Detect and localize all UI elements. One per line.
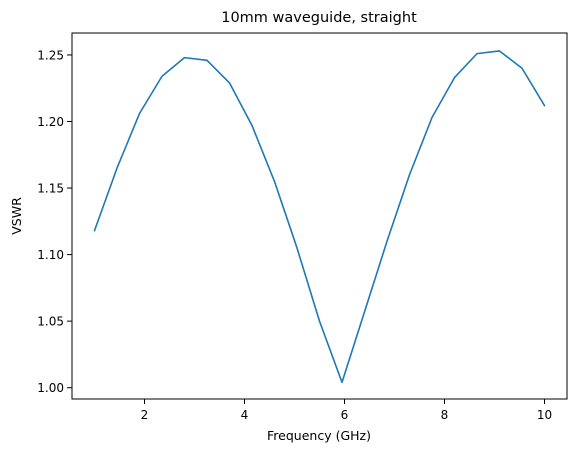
y-tick-label: 1.15: [37, 182, 64, 196]
x-tick-label: 10: [537, 408, 552, 422]
data-point: [318, 320, 321, 322]
data-point: [363, 311, 366, 313]
data-point: [543, 104, 546, 107]
data-point: [183, 57, 186, 59]
data-point: [476, 53, 478, 55]
data-point: [408, 174, 411, 176]
y-tick-label: 1.25: [37, 48, 64, 62]
data-point: [453, 76, 456, 79]
y-tick-label: 1.20: [37, 115, 64, 129]
data-point: [228, 82, 231, 84]
chart-title: 10mm waveguide, straight: [221, 10, 417, 26]
x-tick-label: 2: [141, 408, 149, 422]
data-point: [521, 67, 523, 69]
data-point: [386, 240, 388, 242]
data-point: [206, 59, 208, 61]
series-layer: [93, 50, 546, 384]
x-tick-label: 6: [341, 408, 349, 422]
x-axis-label: Frequency (GHz): [267, 428, 371, 443]
data-point: [138, 112, 141, 115]
data-point: [498, 50, 501, 52]
data-point: [431, 116, 433, 119]
data-point: [341, 381, 343, 383]
data-point: [251, 124, 253, 127]
plot-area: [71, 32, 568, 400]
data-point: [116, 167, 118, 169]
y-axis-ticks: 1.00 1.05 1.10 1.15 1.20 1.25: [37, 48, 72, 395]
x-tick-label: 4: [241, 408, 249, 422]
y-tick-label: 1.10: [37, 248, 64, 262]
data-point: [273, 180, 276, 182]
x-tick-label: 8: [441, 408, 449, 422]
y-tick-label: 1.00: [37, 381, 64, 395]
data-point: [296, 247, 298, 249]
y-tick-label: 1.05: [37, 315, 64, 329]
data-point: [93, 230, 96, 232]
y-axis-label: VSWR: [9, 197, 24, 235]
data-point: [161, 75, 163, 77]
x-axis-ticks: 2 4 6 8 10: [141, 399, 552, 422]
